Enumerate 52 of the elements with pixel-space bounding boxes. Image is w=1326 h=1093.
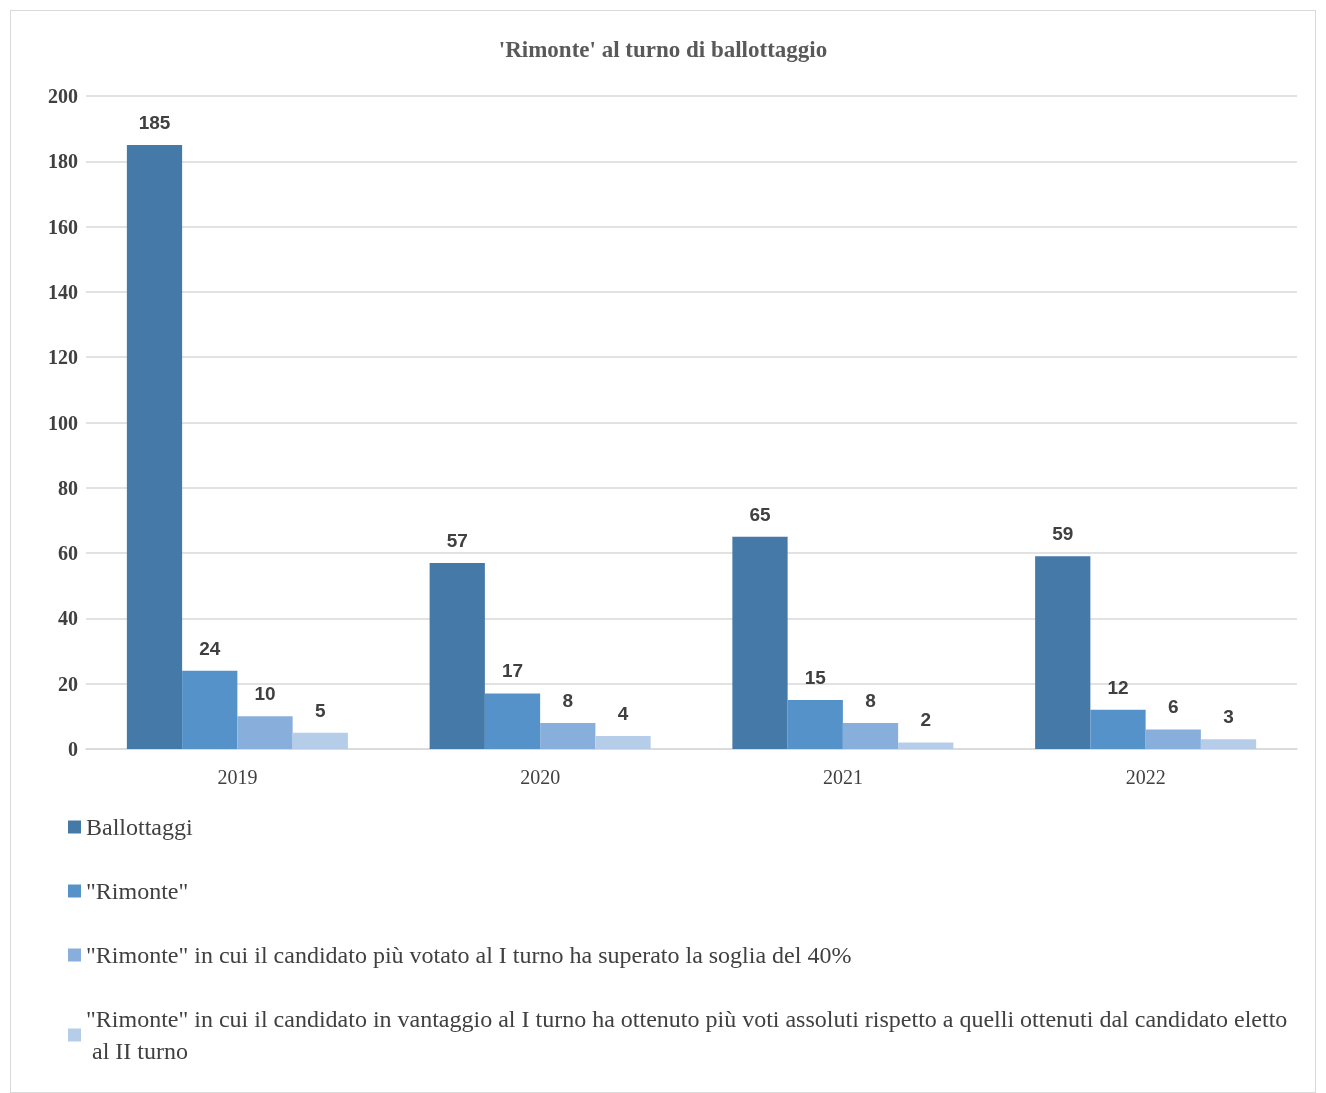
bar — [292, 732, 348, 749]
bar — [595, 735, 651, 749]
y-tick-label: 120 — [48, 346, 78, 369]
data-label: 17 — [501, 660, 524, 682]
data-label: 5 — [314, 699, 326, 721]
bar — [237, 716, 293, 749]
data-label: 15 — [804, 667, 827, 689]
data-label: 4 — [617, 702, 629, 724]
bar — [126, 144, 183, 749]
data-label: 2 — [920, 709, 932, 731]
chart-title: 'Rimonte' al turno di ballottaggio — [498, 37, 828, 62]
bar — [898, 742, 954, 749]
bar — [1090, 709, 1146, 749]
data-label: 57 — [446, 529, 468, 551]
y-tick-label: 40 — [58, 607, 78, 630]
legend-label: Ballottaggi — [86, 814, 193, 840]
data-label: 6 — [1167, 696, 1179, 718]
y-tick-label: 200 — [48, 85, 78, 107]
bar — [787, 700, 843, 749]
bar — [540, 722, 596, 749]
y-tick-label: 60 — [58, 542, 78, 565]
data-label: 8 — [562, 689, 574, 711]
x-tick-label: 2021 — [822, 766, 863, 788]
y-tick-label: 0 — [68, 738, 78, 760]
x-tick-label: 2020 — [520, 766, 561, 788]
bar — [1035, 556, 1091, 749]
bar — [429, 562, 485, 749]
data-label: 8 — [865, 689, 876, 711]
y-tick-label: 80 — [58, 476, 78, 499]
y-tick-label: 180 — [48, 150, 78, 173]
y-tick-label: 160 — [48, 215, 78, 238]
bar — [484, 693, 541, 749]
y-tick-label: 100 — [48, 411, 78, 434]
y-tick-label: 140 — [48, 280, 78, 303]
data-label: 10 — [254, 683, 276, 705]
data-label: 65 — [749, 503, 771, 525]
legend-label: "Rimonte" — [86, 878, 189, 904]
data-label: 185 — [138, 111, 171, 133]
data-label: 3 — [1223, 706, 1234, 728]
bar — [1145, 729, 1201, 749]
data-label: 12 — [1107, 676, 1129, 698]
x-tick-label: 2019 — [217, 766, 258, 788]
bar — [842, 722, 899, 749]
legend-label: "Rimonte" in cui il candidato in vantaggio al I turno ha ottenuto più voti assoluti rispetto a quelli ottenuti dal candidato eletto al II turno — [86, 1006, 1288, 1064]
bar — [182, 670, 238, 749]
y-tick-label: 20 — [58, 672, 78, 695]
data-label: 59 — [1052, 523, 1074, 545]
data-label: 24 — [199, 637, 221, 659]
x-tick-label: 2022 — [1125, 766, 1166, 788]
bar — [732, 536, 788, 749]
legend-label: "Rimonte" in cui il candidato più votato al I turno ha superato la soglia del 40% — [86, 942, 852, 968]
bar — [1200, 739, 1257, 749]
